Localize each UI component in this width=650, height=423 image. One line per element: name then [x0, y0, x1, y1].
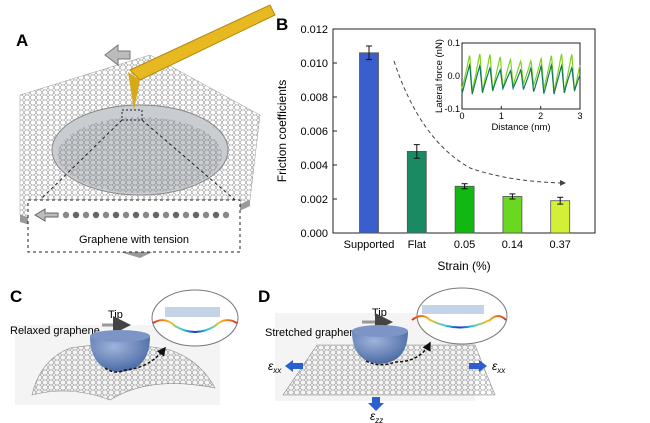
- x-tick-label: 0.05: [454, 239, 475, 251]
- carbon-atom: [162, 211, 170, 219]
- suspended-graphene: [58, 117, 222, 193]
- x-axis-label: Strain (%): [437, 259, 490, 273]
- panel-d: D Stretched graphene Tip εxx εxx εzz: [258, 287, 508, 423]
- y-tick-label: 0.000: [300, 228, 328, 240]
- carbon-atom: [72, 211, 80, 219]
- carbon-atom: [142, 211, 150, 219]
- cantilever: [129, 4, 276, 81]
- carbon-atom: [182, 211, 190, 219]
- deformation-profile: [411, 315, 507, 329]
- carbon-atom: [62, 211, 70, 219]
- tension-arrow-icon: [34, 208, 59, 222]
- y-tick-label: 0.006: [300, 126, 328, 138]
- strain-xx-left-arrow-icon: [285, 360, 303, 372]
- panel-label-b: B: [276, 15, 288, 34]
- inset-y-tick-label: -0.1: [444, 104, 460, 114]
- panel-c: C Relaxed graphene Tip: [10, 287, 239, 405]
- strain-xx-right: εxx: [492, 359, 506, 375]
- carbon-atom: [102, 211, 110, 219]
- carbon-atom: [112, 211, 120, 219]
- stretched-graphene-sheet: [282, 344, 496, 396]
- scan-arrow-icon: [104, 43, 131, 67]
- inset-x-tick-label: 1: [499, 111, 504, 121]
- x-tick-label: Supported: [344, 239, 395, 251]
- bar-0.05: [454, 185, 475, 234]
- bar-chart: 0.0000.0020.0040.0060.0080.0100.012Suppo…: [275, 24, 596, 273]
- carbon-chain: [62, 211, 230, 219]
- inset-y-axis-label: Lateral force (nN): [434, 39, 445, 113]
- zoom-ellipse-d: [416, 287, 508, 345]
- bar-0.14: [502, 196, 523, 234]
- y-axis-label: Friction coefficients: [275, 80, 289, 183]
- inset-box-a: [27, 199, 241, 253]
- carbon-atom: [152, 211, 160, 219]
- carbon-atom: [222, 211, 230, 219]
- tip-hemisphere: [90, 336, 150, 372]
- inset-y-tick-label: 0.1: [447, 38, 460, 48]
- carbon-atom: [192, 211, 200, 219]
- panel-a: A Graphene with tension: [16, 4, 276, 258]
- panel-label-a: A: [16, 31, 28, 50]
- surface-label-c: Relaxed graphene: [10, 325, 100, 337]
- strain-xx-right-arrow-icon: [469, 360, 487, 372]
- y-tick-label: 0.010: [300, 58, 328, 70]
- carbon-atom: [202, 211, 210, 219]
- tip-label-c: Tip: [108, 309, 123, 321]
- strain-xx-left: εxx: [268, 359, 282, 375]
- tip-hemisphere: [352, 331, 408, 364]
- inset-y-tick-label: 0.0: [447, 71, 460, 81]
- zoom-ellipse-c: [151, 289, 239, 347]
- relaxed-graphene-sheet: [31, 344, 216, 401]
- afm-tip: [128, 72, 140, 110]
- panel-b: B 0.0000.0020.0040.0060.0080.0100.012Sup…: [275, 15, 596, 273]
- panel-label-d: D: [258, 287, 270, 306]
- inset-x-tick-label: 2: [538, 111, 543, 121]
- inset-x-axis-label: Distance (nm): [491, 122, 550, 133]
- carbon-atom: [82, 211, 90, 219]
- inset-chart: 0 1 2 3 -0.1 0.0 0.1 Distance (nm) Lateral force…: [434, 38, 583, 133]
- carbon-atom: [172, 211, 180, 219]
- deformation-profile: [152, 319, 238, 333]
- y-tick-label: 0.012: [300, 24, 328, 36]
- y-tick-label: 0.008: [300, 92, 328, 104]
- bar-0.37: [550, 200, 571, 234]
- y-tick-label: 0.002: [300, 194, 328, 206]
- inset-x-tick-label: 0: [459, 111, 464, 121]
- carbon-atom: [212, 211, 220, 219]
- carbon-atom: [92, 211, 100, 219]
- bar-flat: [406, 150, 427, 234]
- x-tick-label: 0.14: [502, 239, 523, 251]
- y-tick-label: 0.004: [300, 160, 328, 172]
- carbon-atom: [132, 211, 140, 219]
- strain-zz: εzz: [370, 409, 383, 423]
- inset-x-tick-label: 3: [577, 111, 582, 121]
- x-tick-label: Flat: [408, 239, 426, 251]
- surface-label-d: Stretched graphene: [265, 327, 362, 339]
- trend-arrow: [393, 60, 566, 186]
- inset-series-1: [461, 62, 581, 95]
- panel-label-c: C: [10, 287, 22, 306]
- bar-supported: [359, 52, 379, 234]
- x-tick-label: 0.37: [549, 239, 570, 251]
- zoom-region: [121, 109, 143, 121]
- strain-zz-arrow-icon: [368, 397, 384, 411]
- tip-label-d: Tip: [372, 307, 387, 319]
- caption-a: Graphene with tension: [79, 234, 189, 246]
- carbon-atom: [122, 211, 130, 219]
